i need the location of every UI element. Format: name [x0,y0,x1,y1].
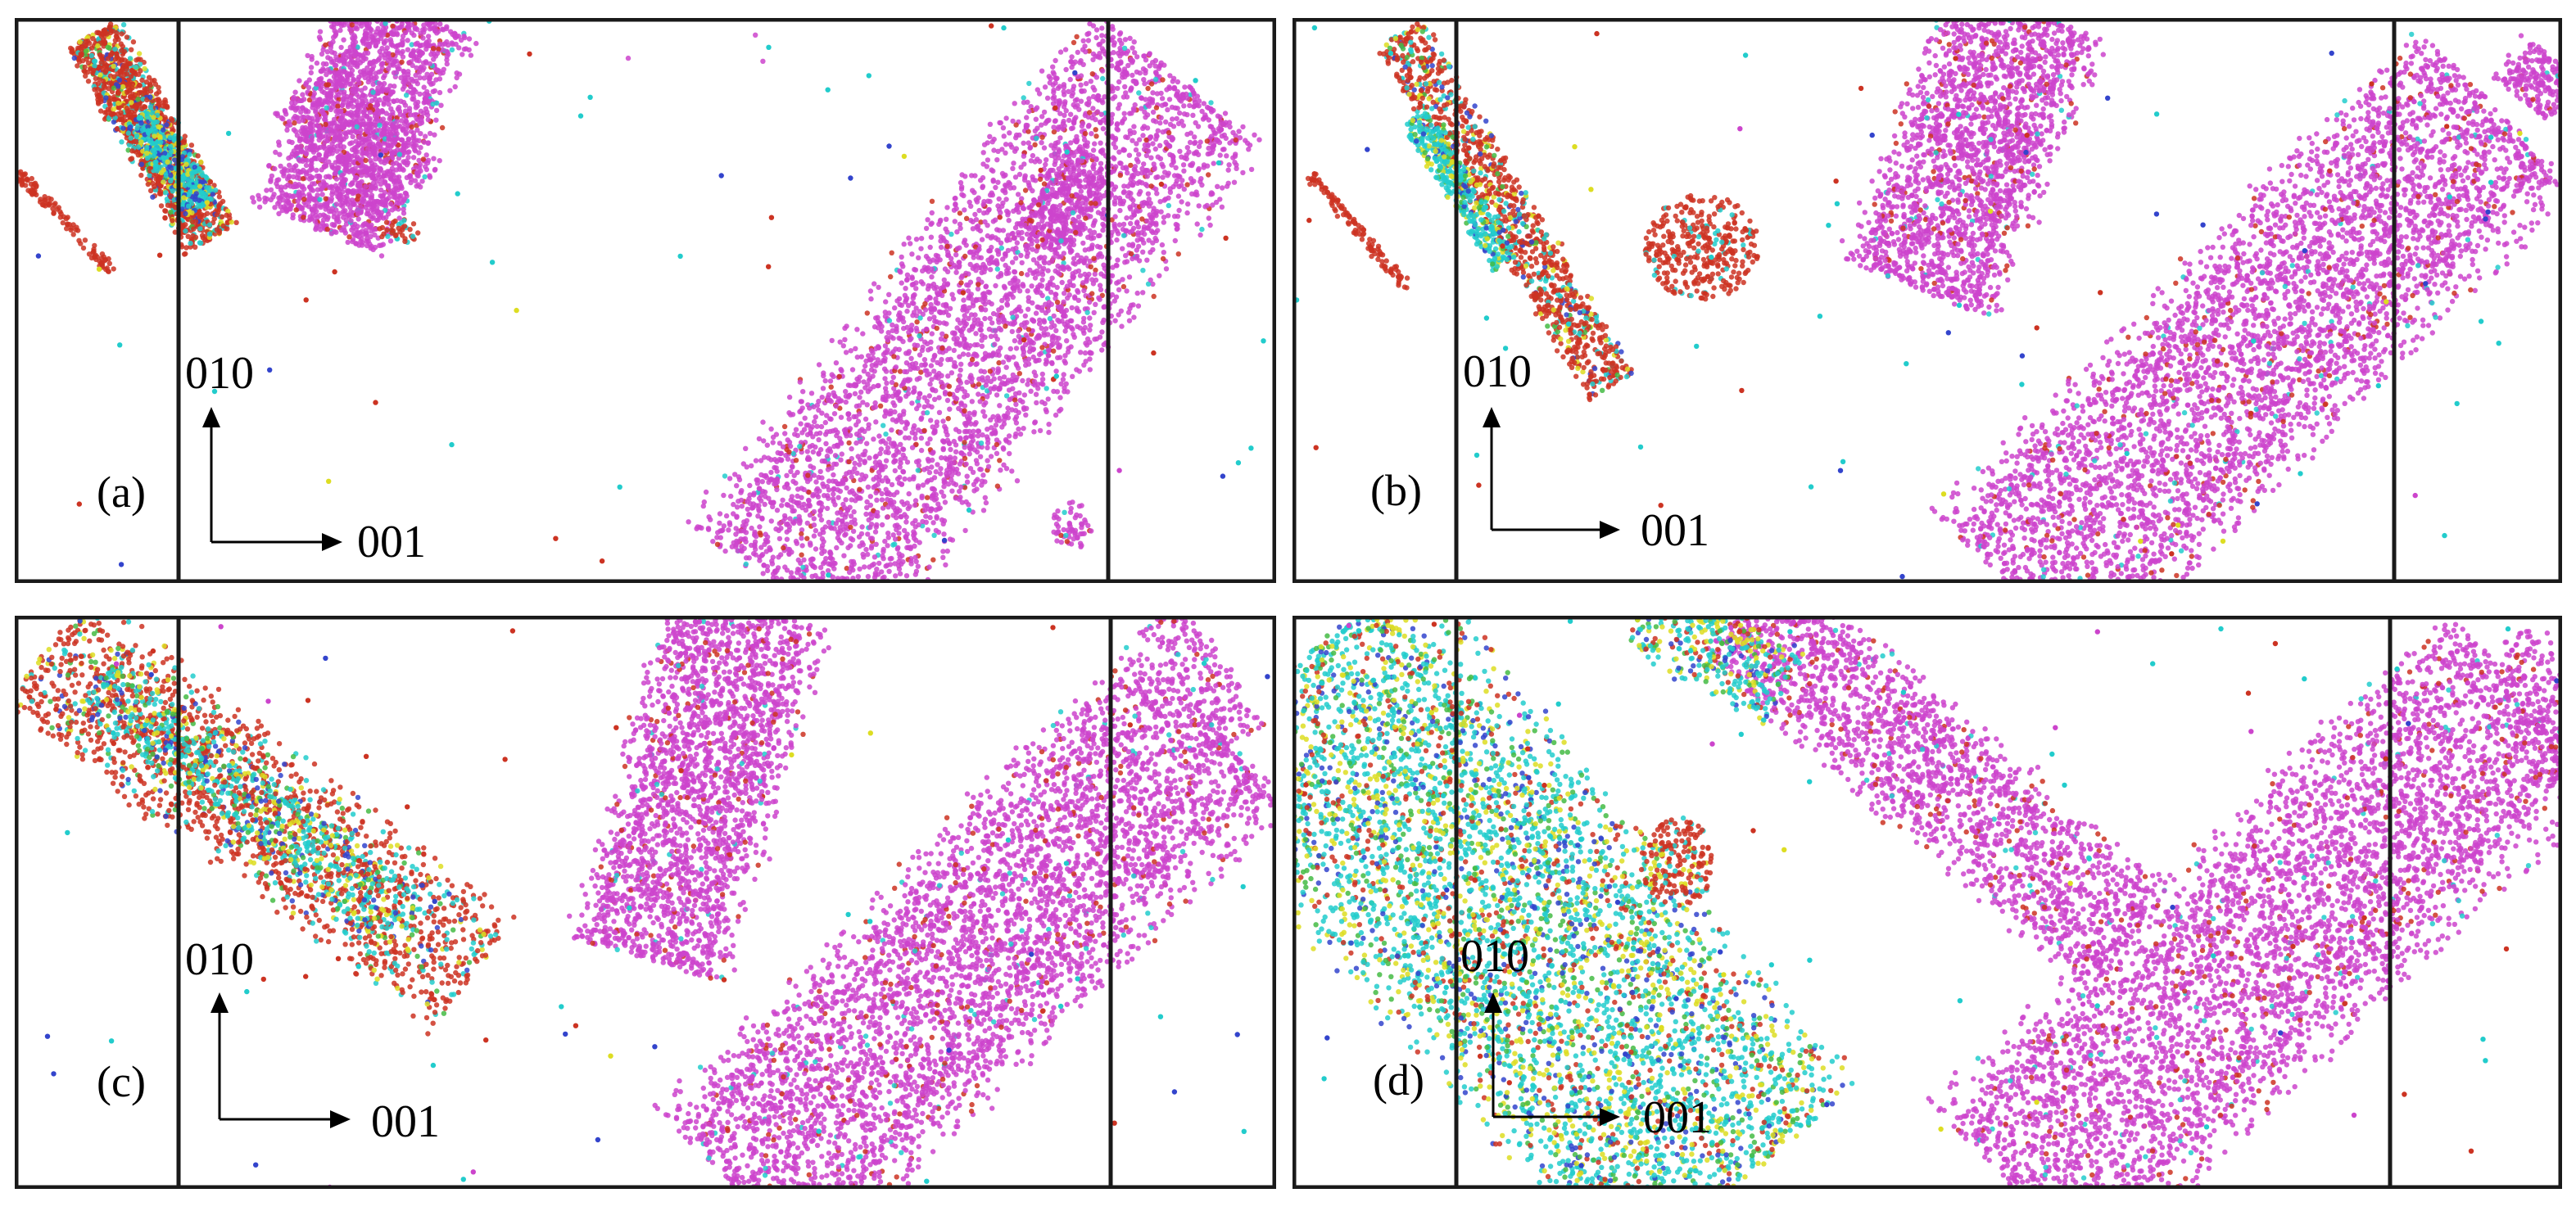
simulation-box-frame [15,18,1276,583]
atom-cloud-c [15,616,1276,1189]
panel-a: 010 001 (a) [15,18,1276,583]
panel-label: (b) [1370,468,1422,513]
panel-d-plot [1293,616,2562,1189]
panel-label: (c) [97,1060,146,1104]
axis-arrows [211,992,351,1128]
axis-label-001: 001 [1641,508,1709,554]
simulation-box-frame [1293,616,2562,1189]
panel-b: 010 001 (b) [1293,18,2562,583]
simulation-box-frame [15,616,1276,1189]
axis-arrows [1483,407,1620,539]
axis-label-010: 010 [185,937,254,983]
axis-label-010: 010 [1463,349,1532,395]
panel-label: (a) [97,470,146,514]
axis-label-001: 001 [357,519,426,565]
axis-label-010: 010 [1460,933,1529,979]
panel-d: 010 001 (d) [1293,616,2562,1189]
axis-label-001: 001 [1643,1095,1712,1141]
simulation-box-frame [1293,18,2562,583]
panel-a-plot [15,18,1276,583]
atom-cloud-a [15,18,1266,583]
panel-c: 010 001 (c) [15,616,1276,1189]
axis-label-001: 001 [371,1099,440,1145]
atom-cloud-d [1293,616,2562,1189]
axis-label-010: 010 [185,350,254,396]
axis-arrows [202,407,342,551]
panel-label: (d) [1373,1058,1424,1102]
panel-b-plot [1293,18,2562,583]
panel-c-plot [15,616,1276,1189]
atom-cloud-b [1293,18,2562,583]
axis-arrows [1484,992,1620,1126]
